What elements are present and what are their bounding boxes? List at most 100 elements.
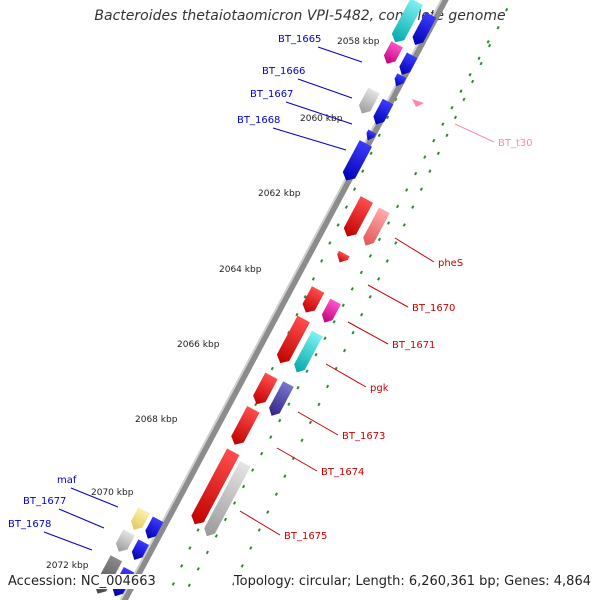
label-leader-line (70, 487, 119, 508)
track-dot (428, 169, 432, 173)
label-leader-line (367, 284, 409, 308)
gene-feature (342, 140, 373, 181)
track-dot (360, 312, 364, 317)
track-dot (496, 25, 500, 30)
gene-arrow (363, 207, 390, 246)
track-dot (432, 138, 436, 143)
gene-arrow (204, 460, 251, 537)
tick-label: 2072 kbp (46, 561, 89, 571)
track-dot (260, 451, 264, 456)
forward-gene-label: BT_1678 (8, 519, 51, 530)
gene-arrow (412, 12, 437, 46)
track-dot (240, 564, 244, 568)
track-dot (359, 270, 363, 275)
reverse-gene-label: BT_t30 (498, 138, 533, 149)
genome-backbone (121, 0, 449, 600)
label-leader-line (394, 237, 435, 263)
tick-label: 2064 kbp (219, 265, 262, 275)
track-dot (325, 384, 330, 389)
label-leader-line (58, 508, 105, 529)
gene-arrow (276, 315, 310, 364)
forward-gene-label: BT_1677 (23, 496, 66, 507)
track-dot (274, 492, 278, 496)
track-dot (486, 40, 490, 44)
gene-feature (363, 207, 390, 246)
track-dot (187, 583, 191, 588)
track-dot (287, 402, 291, 406)
track-dot (377, 133, 381, 138)
gene-arrow (253, 372, 278, 405)
forward-gene-label: BT_1666 (262, 66, 305, 77)
track-dot (470, 79, 475, 84)
track-dot (278, 418, 282, 423)
label-leader-line (454, 123, 495, 143)
track-dot (419, 187, 423, 191)
track-dot (377, 277, 381, 281)
forward-gene-label: BT_1667 (250, 89, 293, 100)
tick-label: 2070 kbp (91, 488, 134, 498)
track-dot (300, 438, 304, 443)
track-dot (241, 484, 246, 489)
track-dot (320, 259, 324, 263)
label-leader-line (239, 510, 281, 536)
gene-feature (391, 0, 423, 43)
track-dot (342, 348, 347, 353)
track-dot (332, 320, 336, 324)
label-leader-line (276, 447, 318, 472)
track-dot (377, 237, 382, 242)
track-dot (368, 254, 372, 258)
gene-arrow (391, 0, 423, 43)
gene-arrow (342, 140, 373, 181)
track-dot (196, 528, 200, 532)
track-dot (223, 517, 228, 522)
reverse-gene-label: BT_1671 (392, 340, 435, 351)
gene-arrow (399, 52, 418, 75)
reverse-gene-label: BT_1675 (284, 531, 327, 542)
track-dot (351, 330, 355, 335)
track-dot (171, 582, 175, 586)
gene-arrow (383, 41, 403, 64)
gene-feature (373, 98, 394, 125)
track-dot (369, 151, 373, 156)
track-dot (295, 312, 299, 317)
gene-feature (130, 507, 150, 530)
track-dot (479, 61, 483, 66)
gene-arrow (337, 250, 350, 263)
track-dot (311, 277, 315, 281)
track-dot (308, 420, 313, 425)
forward-gene-label: maf (57, 475, 77, 486)
gene-feature (269, 381, 294, 416)
track-dot (270, 366, 274, 371)
label-leader-line (272, 127, 347, 151)
track-dot (341, 303, 345, 308)
track-dot (441, 122, 445, 126)
track-dot (368, 295, 372, 299)
reverse-gene-label: pheS (438, 258, 463, 269)
track-dot (251, 468, 255, 472)
forward-gene-label: BT_1668 (237, 115, 280, 126)
tick-label: 2058 kbp (337, 37, 380, 47)
track-dot (188, 546, 192, 550)
gene-arrow (145, 516, 164, 539)
gene-feature (253, 372, 278, 405)
track-dot (180, 564, 184, 568)
track-dot (462, 97, 466, 102)
gene-arrow (191, 448, 240, 525)
gene-feature (115, 529, 135, 552)
reverse-gene-label: BT_1670 (412, 303, 455, 314)
tick-label: 2068 kbp (135, 415, 178, 425)
track-dot (385, 115, 390, 120)
gene-arrow (130, 507, 150, 530)
track-dot (459, 89, 463, 93)
gene-feature (145, 516, 164, 539)
track-dot (303, 295, 307, 299)
gene-feature (383, 41, 403, 64)
track-dot (205, 550, 209, 555)
track-dot (450, 105, 454, 110)
gene-arrow (302, 286, 325, 313)
track-dot (445, 133, 449, 138)
gene-feature (358, 87, 380, 114)
gene-arrow (343, 196, 374, 237)
track-dot (402, 223, 406, 227)
